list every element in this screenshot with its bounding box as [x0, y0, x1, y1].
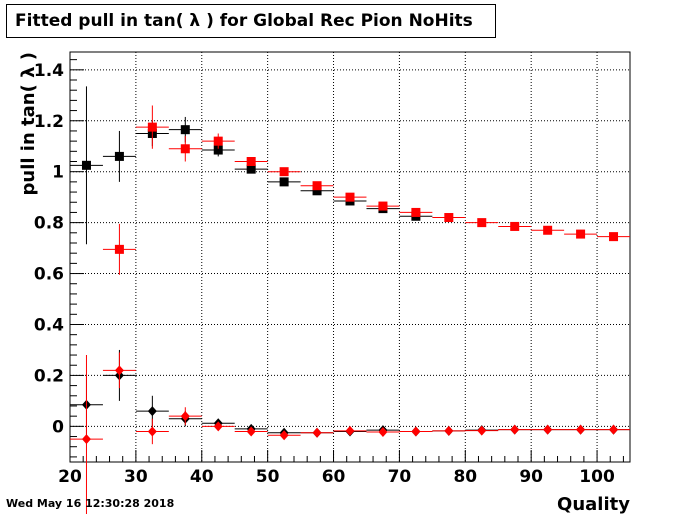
- data-point: [444, 213, 454, 223]
- x-tick-label: 80: [453, 467, 477, 487]
- data-point: [246, 426, 256, 437]
- data-point: [477, 425, 487, 436]
- x-tick-label: 30: [124, 467, 148, 487]
- x-axis-label: Quality: [557, 494, 630, 514]
- data-point: [147, 122, 157, 132]
- data-marks: [70, 86, 630, 514]
- data-point: [213, 421, 223, 432]
- data-point: [477, 218, 487, 228]
- data-point: [378, 201, 388, 211]
- y-tick-label: 0.2: [34, 366, 64, 386]
- data-point: [213, 145, 223, 155]
- data-point: [147, 406, 157, 417]
- y-tick-label: 0.6: [34, 265, 64, 285]
- y-tick-label: 1: [52, 163, 64, 183]
- chart-title: Fitted pull in tan( λ ) for Global Rec P…: [15, 11, 473, 31]
- x-tick-label: 40: [190, 467, 214, 487]
- y-tick-label: 1.4: [34, 61, 64, 81]
- grid-lines: [69, 52, 630, 462]
- data-point: [213, 136, 223, 146]
- data-point: [576, 424, 586, 435]
- data-point: [279, 177, 289, 187]
- y-tick-label: 1.2: [34, 112, 64, 132]
- data-point: [312, 427, 322, 438]
- data-point: [114, 244, 124, 254]
- data-point: [114, 365, 124, 376]
- x-tick-labels: 20 30 40 50 60 70 80 90 100: [58, 467, 615, 487]
- data-point: [411, 426, 421, 437]
- series-3: [70, 352, 630, 514]
- data-point: [543, 424, 553, 435]
- title-box: Fitted pull in tan( λ ) for Global Rec P…: [6, 4, 496, 38]
- data-point: [609, 232, 619, 242]
- series-2: [70, 349, 630, 438]
- data-point: [81, 160, 91, 170]
- data-point: [411, 207, 421, 217]
- data-point: [147, 426, 157, 437]
- data-point: [279, 167, 289, 177]
- data-point: [510, 424, 520, 435]
- x-tick-label: 50: [256, 467, 280, 487]
- axis-ticks: [69, 59, 624, 462]
- series-1: [102, 105, 630, 275]
- data-point: [345, 425, 355, 436]
- y-tick-label: 0.8: [34, 214, 64, 234]
- data-point: [114, 151, 124, 161]
- data-point: [609, 424, 619, 435]
- data-point: [246, 157, 256, 167]
- data-point: [576, 229, 586, 239]
- data-point: [180, 411, 190, 422]
- x-tick-label: 20: [58, 467, 82, 487]
- x-tick-label: 100: [579, 467, 615, 487]
- y-axis-label: pull in tan( λ ): [18, 52, 39, 196]
- x-tick-label: 60: [322, 467, 346, 487]
- timestamp: Wed May 16 12:30:28 2018: [6, 497, 175, 510]
- data-point: [510, 221, 520, 231]
- data-point: [81, 434, 91, 445]
- data-point: [180, 125, 190, 135]
- y-tick-labels: 0 0.2 0.4 0.6 0.8 1 1.2 1.4: [34, 61, 64, 438]
- data-point: [180, 144, 190, 154]
- y-tick-label: 0.4: [34, 315, 64, 335]
- data-point: [246, 164, 256, 174]
- data-point: [543, 225, 553, 235]
- data-point: [444, 425, 454, 436]
- data-point: [312, 181, 322, 191]
- plot-frame: [69, 51, 631, 463]
- data-point: [312, 186, 322, 196]
- data-point: [345, 192, 355, 202]
- x-tick-label: 90: [519, 467, 543, 487]
- data-point: [279, 430, 289, 441]
- x-tick-label: 70: [388, 467, 412, 487]
- y-tick-label: 0: [52, 417, 64, 437]
- data-point: [378, 426, 388, 437]
